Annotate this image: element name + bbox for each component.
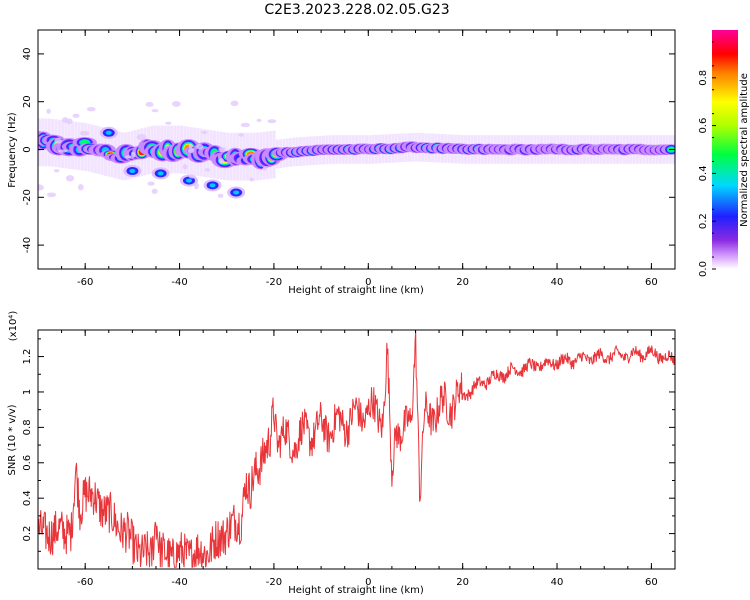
heatmap-speck: [238, 133, 245, 137]
heatmap-xtick-label: 0: [365, 277, 371, 288]
heatmap-speck: [151, 188, 158, 195]
heatmap-ytick-label: 40: [22, 48, 33, 61]
colorbar-gradient: [712, 30, 738, 269]
colorbar-label: Normalized spectral amplitude: [739, 73, 750, 227]
snr-xtick-label: 40: [551, 577, 564, 588]
snr-ytick-label: 1: [22, 389, 33, 395]
colorbar: 0.0 0.2 0.4 0.6 0.8 Normalized spectral ampl…: [698, 30, 750, 277]
heatmap-speck: [165, 121, 172, 125]
heatmap-speck: [46, 192, 57, 198]
heatmap-speck: [145, 101, 154, 107]
heatmap-speck: [201, 130, 208, 134]
snr-xlabel: Height of straight line (km): [288, 585, 424, 596]
heatmap-side-blob: [157, 171, 164, 176]
heatmap-xtick-label: 40: [551, 277, 564, 288]
snr-series-line: [38, 330, 675, 568]
snr-xtick-label: 20: [456, 577, 469, 588]
heatmap-xtick-label: -40: [171, 277, 187, 288]
snr-ytick-label: 0.8: [22, 419, 33, 435]
snr-xtick-label: -40: [171, 577, 187, 588]
heatmap-speck: [187, 148, 195, 153]
heatmap-marks: [38, 100, 675, 199]
snr-frame: [37, 329, 676, 570]
heatmap-speck: [256, 118, 262, 122]
snr-ytick-label: 0.4: [22, 490, 33, 506]
heatmap-xlabel: Height of straight line (km): [288, 285, 424, 296]
heatmap-speck: [65, 175, 75, 182]
heatmap-speck: [188, 174, 196, 179]
colorbar-tick-label: 0.0: [698, 261, 709, 277]
snr-ticks: -60 -40 -20 0 20 40 60 0.2 0.4 0.6 0.8 1 1.2: [22, 330, 676, 588]
heatmap-speck: [136, 134, 147, 141]
colorbar-tick-label: 0.8: [698, 70, 709, 86]
heatmap-speck: [54, 138, 62, 144]
heatmap-ytick-label: 0: [22, 146, 33, 152]
heatmap-speck: [267, 119, 277, 124]
heatmap-ytick-label: -40: [22, 237, 33, 253]
snr-ytick-label: 1.2: [22, 349, 33, 365]
heatmap-ytick-label: -20: [22, 189, 33, 205]
heatmap-speck: [240, 122, 250, 128]
heatmap-speck: [151, 109, 159, 113]
snr-panel: -60 -40 -20 0 20 40 60 0.2 0.4 0.6 0.8 1 1.2 Height …: [7, 311, 676, 596]
figure-title: C2E3.2023.228.02.05.G23: [264, 2, 449, 18]
heatmap-speck: [57, 149, 68, 153]
heatmap-speck: [204, 168, 211, 172]
heatmap-speck: [171, 100, 181, 107]
heatmap-side-blob: [233, 190, 240, 195]
heatmap-speck: [131, 151, 136, 159]
heatmap-ticks: -60 -40 -20 0 20 40 60 -40 -20 0 20 40: [22, 30, 676, 288]
colorbar-tick-label: 0.2: [698, 213, 709, 229]
snr-ytick-label: 0.6: [22, 455, 33, 471]
colorbar-tick-label: 0.4: [698, 165, 709, 181]
colorbar-ticks: 0.0 0.2 0.4 0.6 0.8: [698, 41, 716, 277]
snr-ylabel: SNR (10 * v/v): [7, 404, 18, 475]
heatmap-side-blob: [129, 169, 136, 174]
heatmap-side-blob: [209, 183, 216, 188]
snr-xtick-label: -60: [77, 577, 93, 588]
heatmap-speck: [193, 182, 199, 190]
heatmap-speck: [218, 146, 227, 153]
heatmap-speck: [72, 113, 80, 118]
snr-xtick-label: 0: [365, 577, 371, 588]
heatmap-speck: [86, 107, 96, 112]
heatmap-speck: [196, 143, 204, 150]
heatmap-xtick-label: 60: [645, 277, 658, 288]
heatmap-speck: [182, 164, 188, 170]
heatmap-side-blob: [105, 130, 112, 135]
heatmap-xtick-label: -60: [77, 277, 93, 288]
heatmap-ylabel: Frequency (Hz): [7, 112, 18, 188]
snr-ytick-label: 0.2: [22, 526, 33, 542]
heatmap-speck: [66, 118, 73, 125]
heatmap-speck: [46, 108, 51, 114]
heatmap-speck: [147, 181, 155, 186]
heatmap-ytick-label: 20: [22, 95, 33, 108]
heatmap-speck: [218, 158, 224, 164]
heatmap-xtick-label: 20: [456, 277, 469, 288]
snr-multiplier: (x10⁴): [8, 311, 19, 342]
heatmap-speck: [38, 184, 44, 191]
heatmap-panel: -60 -40 -20 0 20 40 60 -40 -20 0 20 40 Height of st…: [7, 29, 676, 296]
heatmap-speck: [230, 100, 239, 107]
heatmap-speck: [124, 155, 132, 159]
heatmap-xtick-label: -20: [266, 277, 282, 288]
heatmap-side-blob: [185, 178, 192, 183]
heatmap-speck: [262, 166, 268, 171]
snr-xtick-label: -20: [266, 577, 282, 588]
heatmap-speck: [217, 193, 224, 198]
heatmap-speck: [188, 143, 193, 149]
snr-xtick-label: 60: [645, 577, 658, 588]
heatmap-speck: [53, 169, 60, 173]
heatmap-speck: [249, 177, 254, 182]
heatmap-speck: [77, 184, 84, 191]
heatmap-speck: [79, 130, 90, 136]
colorbar-tick-label: 0.6: [698, 118, 709, 134]
